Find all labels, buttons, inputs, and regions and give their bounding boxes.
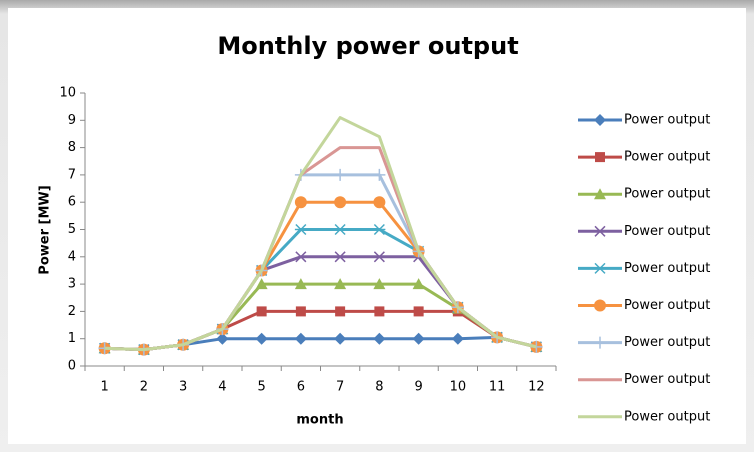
x-tick-label: 4 xyxy=(218,380,226,395)
x-tick-label: 3 xyxy=(179,380,187,395)
marker xyxy=(256,306,267,317)
marker xyxy=(413,306,424,317)
x-tick-label: 8 xyxy=(375,380,383,395)
marker xyxy=(334,278,347,290)
legend-label: Power output xyxy=(624,187,710,202)
marker xyxy=(294,223,307,236)
marker xyxy=(216,332,229,345)
y-tick-label: 0 xyxy=(68,359,76,374)
marker xyxy=(335,306,346,317)
marker xyxy=(255,278,268,290)
legend-label: Power output xyxy=(624,150,710,165)
marker xyxy=(412,332,425,345)
chart: Monthly power output Power [MW] month 0 1… xyxy=(8,8,746,444)
legend-marker xyxy=(594,188,606,200)
x-tick-label: 9 xyxy=(414,380,422,395)
x-tick-label: 10 xyxy=(450,380,467,395)
legend-marker xyxy=(595,152,605,163)
legend-label: Power output xyxy=(624,298,710,313)
marker xyxy=(373,168,386,181)
marker xyxy=(373,278,386,290)
y-tick-label: 7 xyxy=(68,167,76,182)
marker xyxy=(294,196,307,209)
x-axis-label: month xyxy=(296,413,343,428)
y-tick-label: 1 xyxy=(68,331,76,346)
marker xyxy=(373,251,385,263)
x-tick-label: 5 xyxy=(257,380,265,395)
marker xyxy=(295,251,307,263)
marker xyxy=(373,196,386,209)
x-tick-label: 6 xyxy=(297,380,305,395)
marker xyxy=(334,332,347,345)
legend-label: Power output xyxy=(624,409,710,424)
marker xyxy=(294,332,307,345)
marker xyxy=(373,332,386,345)
marker xyxy=(412,278,425,290)
marker xyxy=(334,196,347,209)
legend-marker xyxy=(594,299,606,312)
marker xyxy=(451,332,464,345)
y-tick-label: 8 xyxy=(68,140,76,155)
y-tick-label: 2 xyxy=(68,304,76,319)
chart-area xyxy=(8,8,746,444)
x-tick-label: 11 xyxy=(489,380,506,395)
y-tick-label: 9 xyxy=(68,113,76,128)
marker xyxy=(255,332,268,345)
legend-label: Power output xyxy=(624,261,710,276)
y-tick-label: 4 xyxy=(68,249,76,264)
marker xyxy=(334,223,347,236)
marker xyxy=(374,306,385,317)
legend-marker xyxy=(594,336,606,349)
marker xyxy=(373,223,386,236)
legend-marker xyxy=(594,114,606,126)
legend-label: Power output xyxy=(624,372,710,387)
legend-label: Power output xyxy=(624,335,710,350)
x-tick-label: 12 xyxy=(528,380,545,395)
legend-marker xyxy=(594,262,606,274)
marker xyxy=(295,306,306,317)
chart-title: Monthly power output xyxy=(217,32,518,60)
marker xyxy=(294,278,307,290)
legend-label: Power output xyxy=(624,224,710,239)
series-line xyxy=(104,116,537,352)
legend-label: Power output xyxy=(624,113,710,128)
y-tick-label: 3 xyxy=(68,277,76,292)
y-tick-label: 6 xyxy=(68,195,76,210)
y-axis-label: Power [MW] xyxy=(38,185,53,274)
x-tick-label: 1 xyxy=(100,380,108,395)
marker xyxy=(334,168,347,181)
marker xyxy=(334,251,346,263)
x-tick-label: 2 xyxy=(140,380,148,395)
x-tick-label: 7 xyxy=(336,380,344,395)
y-tick-label: 5 xyxy=(68,222,76,237)
legend-marker xyxy=(594,225,606,237)
y-tick-label: 10 xyxy=(59,86,76,101)
